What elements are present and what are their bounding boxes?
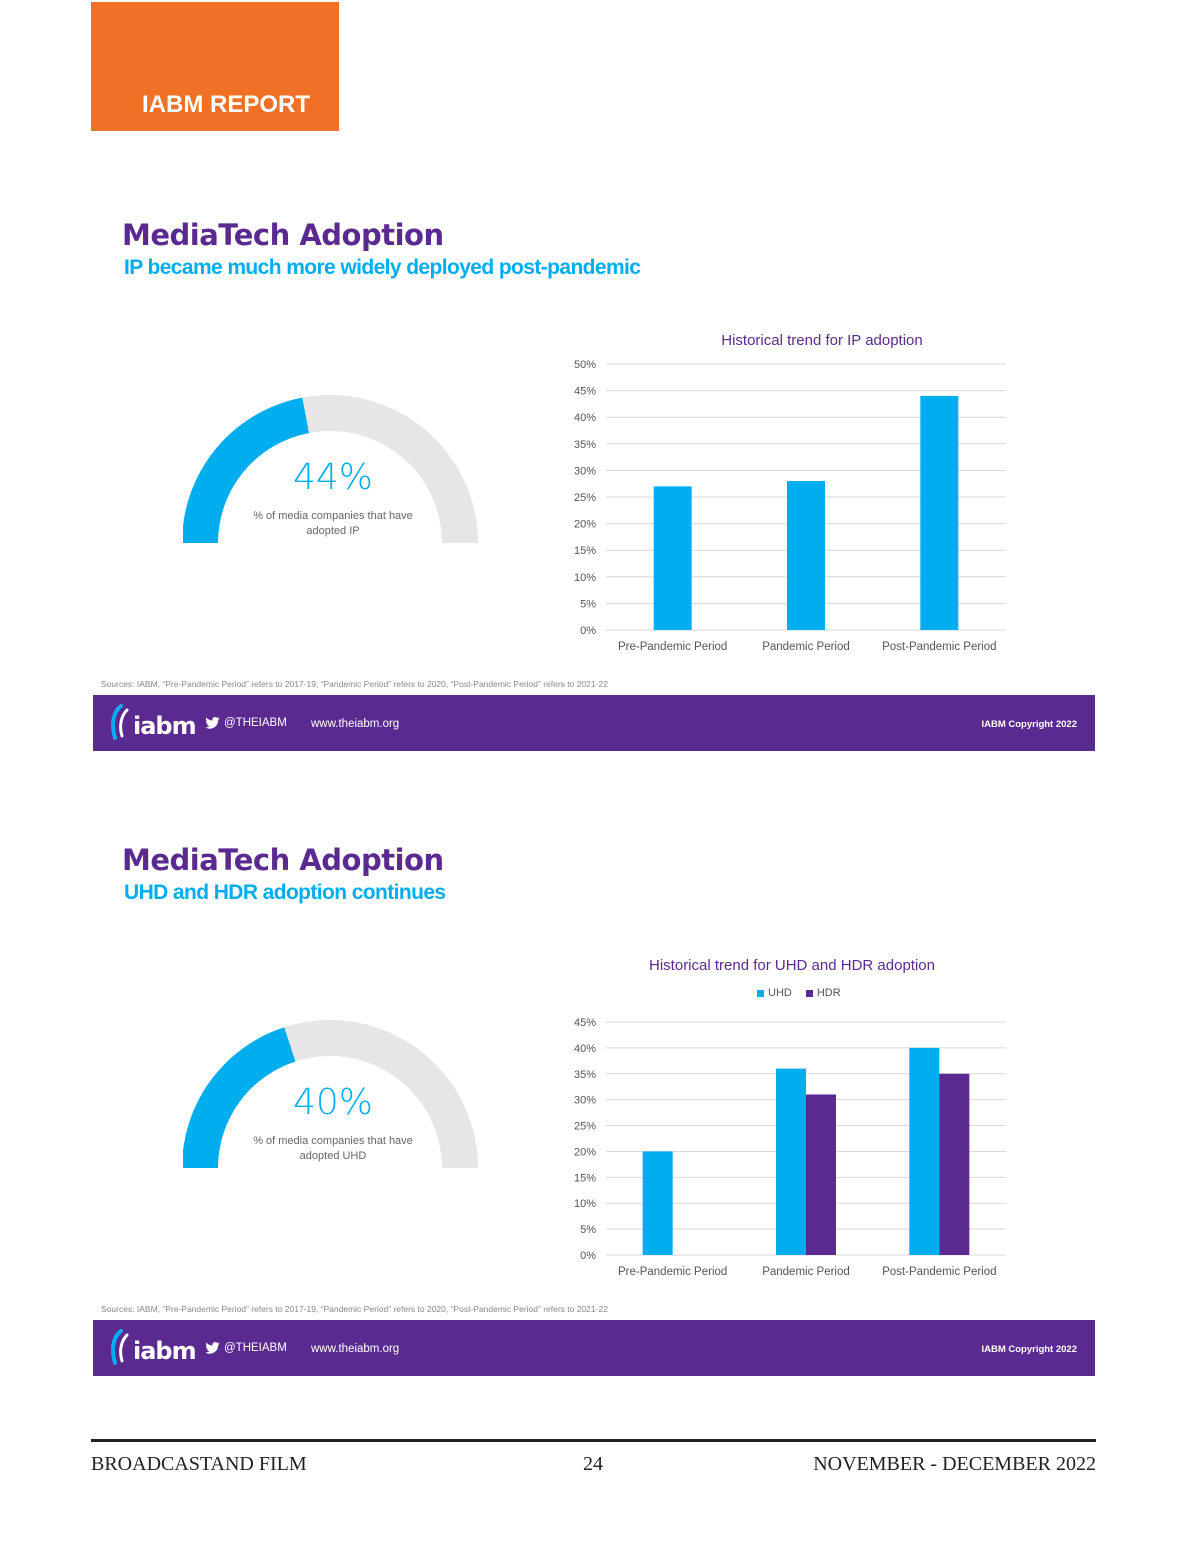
y-tick-label: 15% bbox=[574, 545, 596, 557]
gauge-fill bbox=[182, 397, 310, 544]
y-tick-label: 15% bbox=[574, 1172, 596, 1184]
website-link[interactable]: www.theiabm.org bbox=[311, 718, 400, 730]
bar-hdr bbox=[806, 1094, 836, 1255]
legend-item-hdr: HDR bbox=[805, 987, 841, 999]
twitter-bird-icon bbox=[205, 717, 220, 729]
twitter-handle-text: @THEIABM bbox=[224, 1342, 287, 1354]
y-tick-label: 45% bbox=[574, 1017, 596, 1029]
y-tick-label: 0% bbox=[580, 625, 596, 637]
sources-note: Sources: IABM, “Pre-Pandemic Period” ref… bbox=[101, 1304, 608, 1314]
legend-label: UHD bbox=[768, 987, 792, 999]
x-category-label: Post-Pandemic Period bbox=[882, 641, 996, 653]
ip-adoption-gauge: 44% % of media companies that have adopt… bbox=[182, 395, 483, 545]
twitter-handle-text: @THEIABM bbox=[224, 717, 287, 729]
slide-subtitle: IP became much more widely deployed post… bbox=[124, 256, 641, 279]
gauge-caption: % of media companies that have adopted U… bbox=[253, 1135, 413, 1162]
chart-title: Historical trend for IP adoption bbox=[721, 332, 923, 349]
gauge-arc bbox=[182, 395, 478, 544]
page-number: 24 bbox=[583, 1453, 603, 1475]
y-tick-label: 20% bbox=[574, 1146, 596, 1158]
uhd-hdr-adoption-chart: Historical trend for UHD and HDR adoptio… bbox=[561, 955, 1011, 1285]
y-tick-label: 30% bbox=[574, 1095, 596, 1107]
legend-swatch-hdr bbox=[805, 989, 813, 997]
page-footer-issue: NOVEMBER - DECEMBER 2022 bbox=[813, 1453, 1096, 1475]
report-tag: IABM REPORT bbox=[91, 2, 339, 131]
y-tick-label: 25% bbox=[574, 492, 596, 504]
bar-uhd bbox=[909, 1047, 940, 1255]
chart-legend: UHD HDR bbox=[757, 987, 841, 999]
slide-footer: iabm @THEIABM www.theiabm.org IABM Copyr… bbox=[93, 695, 1095, 751]
y-tick-label: 30% bbox=[574, 465, 596, 477]
x-category-label: Pandemic Period bbox=[762, 1266, 850, 1278]
legend-item-uhd: UHD bbox=[757, 987, 792, 999]
gauge-arc bbox=[182, 1020, 478, 1169]
gauge-fill bbox=[182, 1027, 296, 1169]
y-tick-label: 20% bbox=[574, 519, 596, 531]
copyright: IABM Copyright 2022 bbox=[981, 719, 1077, 730]
uhd-adoption-gauge: 40% % of media companies that have adopt… bbox=[182, 1020, 483, 1170]
bar-uhd bbox=[776, 1068, 806, 1255]
iabm-logo-icon: iabm bbox=[105, 1329, 197, 1369]
website-link[interactable]: www.theiabm.org bbox=[311, 1343, 400, 1355]
twitter-handle[interactable]: @THEIABM bbox=[205, 717, 287, 729]
legend-label: HDR bbox=[816, 987, 841, 999]
copyright: IABM Copyright 2022 bbox=[981, 1344, 1077, 1355]
y-tick-label: 40% bbox=[574, 412, 596, 424]
logo-text: iabm bbox=[133, 1337, 197, 1365]
gauge-value: 40% bbox=[292, 1082, 373, 1123]
logo-text: iabm bbox=[133, 712, 197, 740]
bar-value bbox=[787, 481, 825, 630]
chart-title: Historical trend for UHD and HDR adoptio… bbox=[649, 957, 935, 974]
y-tick-label: 10% bbox=[574, 1198, 596, 1210]
sources-note: Sources: IABM, “Pre-Pandemic Period” ref… bbox=[101, 679, 608, 689]
y-tick-label: 5% bbox=[580, 598, 596, 610]
x-category-label: Pre-Pandemic Period bbox=[618, 1266, 727, 1278]
twitter-bird-icon bbox=[205, 1342, 220, 1354]
y-tick-label: 5% bbox=[580, 1224, 596, 1236]
y-tick-label: 50% bbox=[574, 359, 596, 371]
slide-footer: iabm @THEIABM www.theiabm.org IABM Copyr… bbox=[93, 1320, 1095, 1376]
x-category-label: Post-Pandemic Period bbox=[882, 1266, 996, 1278]
x-category-label: Pandemic Period bbox=[762, 641, 850, 653]
slide-title: MediaTech Adoption bbox=[122, 843, 444, 877]
y-tick-label: 40% bbox=[574, 1043, 596, 1055]
ip-bar-chart: 0% 5% 10% 15% 20% 25% 30% 35% 40% 45% 50% Pre-Pande… bbox=[574, 359, 1006, 653]
y-tick-label: 25% bbox=[574, 1121, 596, 1133]
page-footer-rule bbox=[91, 1439, 1096, 1442]
y-tick-label: 35% bbox=[574, 439, 596, 451]
uhd-hdr-bar-chart: 0% 5% 10% 15% 20% 25% 30% 35% 40% 45% Pre-Pandemic… bbox=[574, 1017, 1006, 1278]
slide-title: MediaTech Adoption bbox=[122, 218, 444, 252]
legend-swatch-uhd bbox=[757, 989, 764, 997]
report-tag-label: IABM REPORT bbox=[142, 91, 310, 118]
slide-uhd-hdr-adoption: MediaTech Adoption UHD and HDR adoption … bbox=[91, 835, 1095, 1380]
bar-uhd bbox=[642, 1151, 673, 1255]
bar-value bbox=[653, 486, 692, 630]
twitter-handle[interactable]: @THEIABM bbox=[205, 1342, 287, 1354]
gauge-caption: % of media companies that have adopted I… bbox=[253, 510, 413, 537]
iabm-logo-icon: iabm bbox=[105, 704, 197, 744]
page-footer-publication: BROADCASTAND FILM bbox=[91, 1453, 307, 1475]
slide-subtitle: UHD and HDR adoption continues bbox=[124, 881, 446, 904]
x-category-label: Pre-Pandemic Period bbox=[618, 641, 727, 653]
bar-hdr bbox=[939, 1073, 970, 1255]
ip-adoption-chart: Historical trend for IP adoption 0% 5% 10%… bbox=[561, 330, 1011, 660]
bar-value bbox=[920, 395, 959, 630]
slide-ip-adoption: MediaTech Adoption IP became much more w… bbox=[91, 210, 1095, 755]
y-tick-label: 0% bbox=[580, 1250, 596, 1262]
y-tick-label: 10% bbox=[574, 572, 596, 584]
y-tick-label: 45% bbox=[574, 386, 596, 398]
y-tick-label: 35% bbox=[574, 1069, 596, 1081]
gauge-value: 44% bbox=[292, 457, 373, 498]
